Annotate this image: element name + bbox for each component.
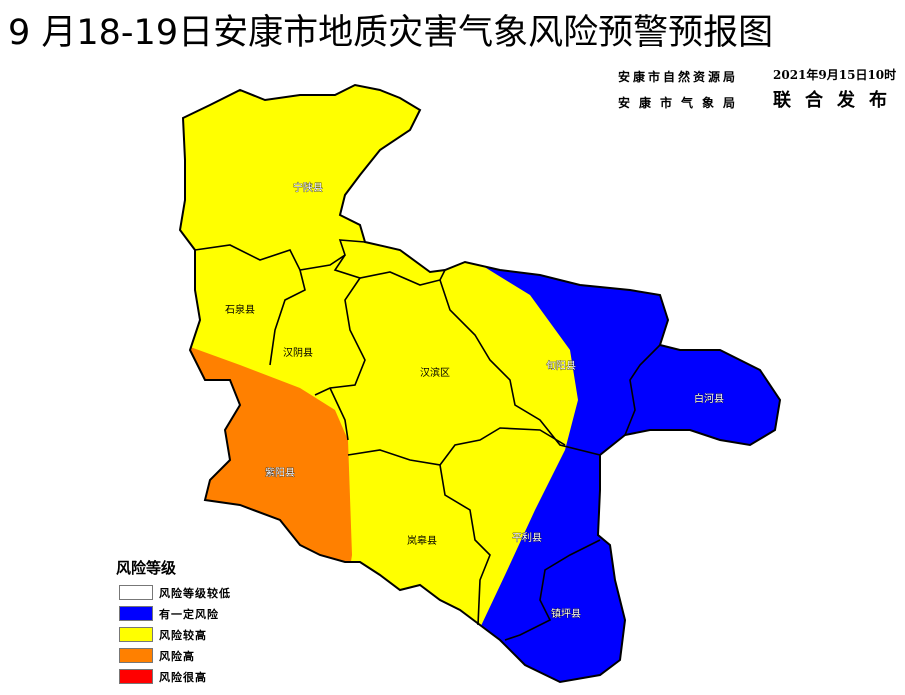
county-label-ningshan: 宁陕县: [293, 181, 323, 194]
issue-time: 2021年9月15日10时: [773, 68, 897, 82]
legend-item-high: 风险高: [119, 645, 231, 666]
county-label-baihe: 白河县: [694, 392, 724, 405]
legend-swatch-yellow: [119, 627, 153, 642]
county-label-hanyin: 汉阴县: [283, 347, 313, 359]
legend-title: 风险等级: [116, 559, 177, 577]
county-borders: [194, 239, 661, 641]
county-label-shiquan: 石泉县: [225, 303, 255, 316]
legend-label: 风险较高: [159, 628, 207, 642]
county-label-zhenping: 镇坪县: [551, 607, 581, 620]
legend: 风险等级 风险等级较低 有一定风险 风险较高 风险高 风险很高: [116, 557, 231, 687]
issuer-meteorology: 安康市气象局: [618, 96, 745, 110]
county-label-hanbin: 汉滨区: [420, 366, 450, 379]
legend-item-low: 风险等级较低: [119, 582, 231, 603]
legend-item-very-high: 风险很高: [119, 666, 231, 687]
legend-label: 有一定风险: [159, 607, 219, 621]
legend-swatch-blue: [119, 606, 153, 621]
legend-item-some: 有一定风险: [119, 603, 231, 624]
legend-swatch-white: [119, 585, 153, 600]
county-label-xunyang: 旬阳县: [546, 359, 576, 372]
legend-swatch-orange: [119, 648, 153, 663]
county-label-ziyang: 紫阳县: [265, 467, 295, 479]
legend-item-higher: 风险较高: [119, 624, 231, 645]
legend-swatch-red: [119, 669, 153, 684]
county-label-pingli: 平利县: [512, 532, 542, 544]
legend-label: 风险等级较低: [159, 586, 231, 600]
legend-label: 风险高: [159, 649, 195, 663]
map-title: 9 月18-19日安康市地质灾害气象风险预警预报图: [8, 13, 774, 53]
joint-release: 联合发布: [773, 90, 901, 111]
legend-label: 风险很高: [159, 670, 207, 684]
county-label-langao: 岚皋县: [407, 534, 437, 547]
issuer-natural-resources: 安康市自然资源局: [618, 70, 739, 84]
